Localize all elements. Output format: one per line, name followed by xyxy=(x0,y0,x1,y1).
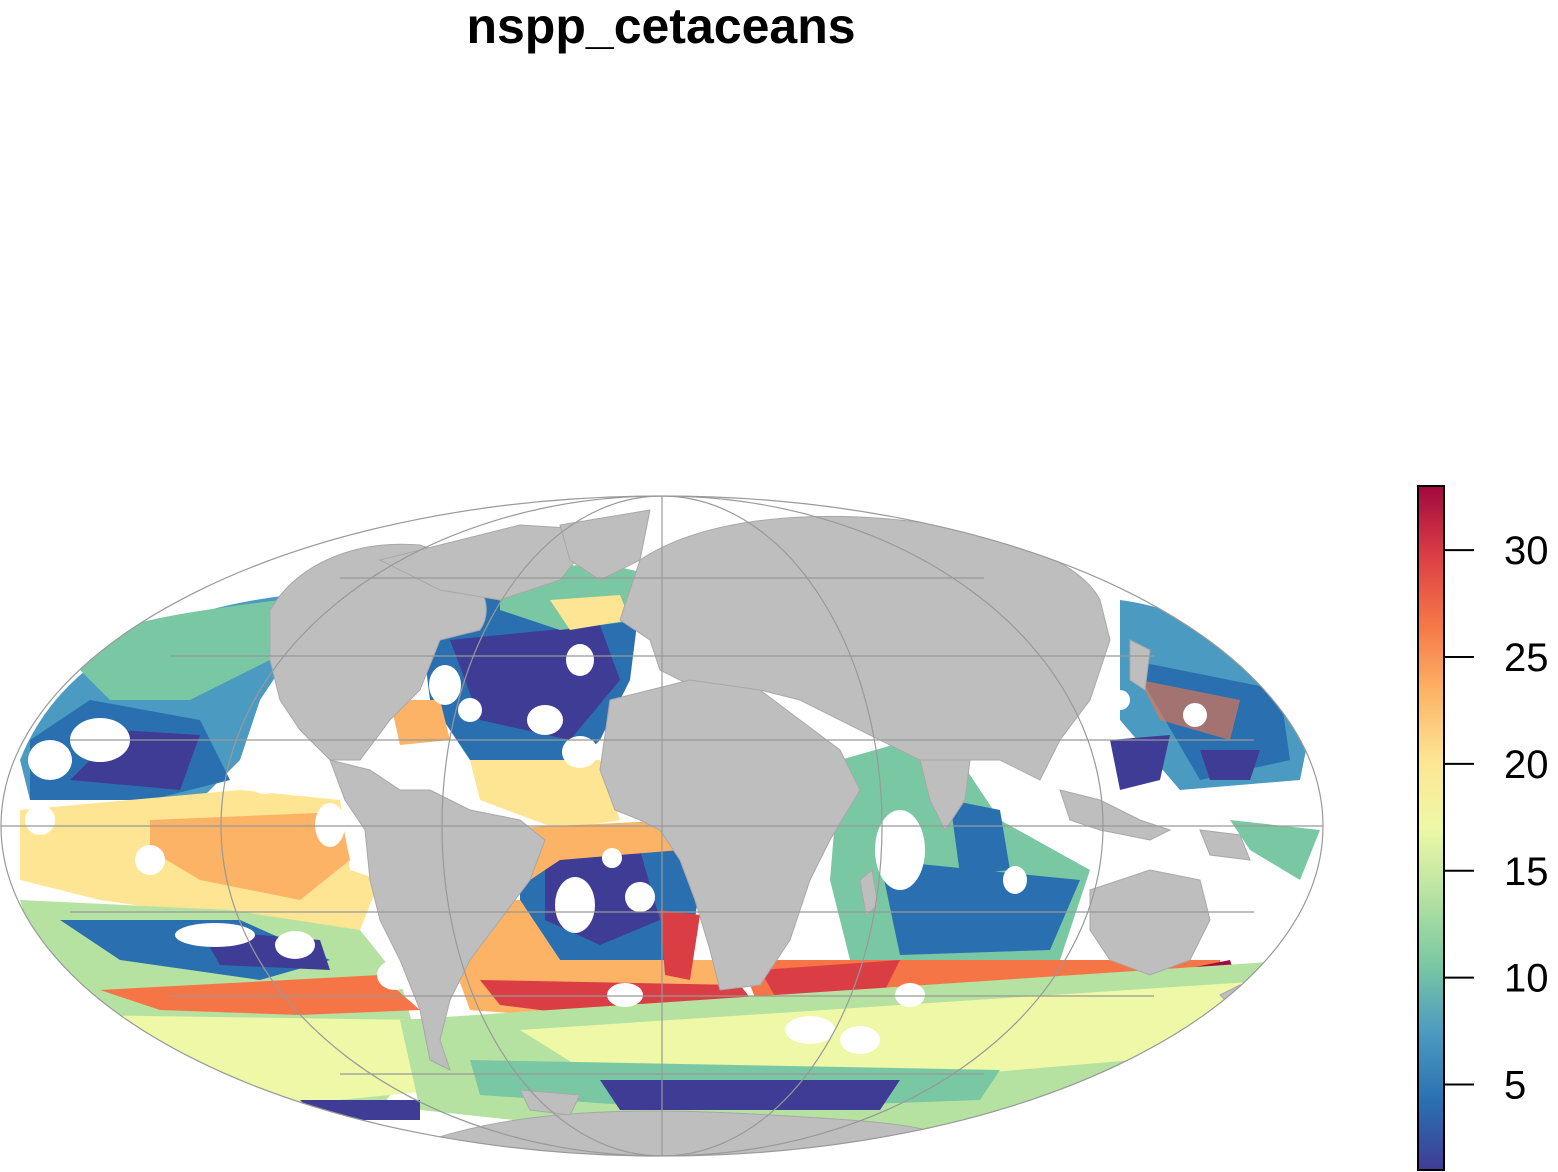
legend-tick-label: 30 xyxy=(1504,529,1549,573)
land-layer xyxy=(269,509,1251,1156)
legend-tick-label: 20 xyxy=(1504,743,1549,787)
color-legend: 5 10 15 20 25 30 xyxy=(1417,485,1549,1171)
land-greenland xyxy=(559,509,651,581)
land-australia xyxy=(1089,869,1211,976)
legend-tick-label: 25 xyxy=(1504,636,1549,680)
ocean-richness-layer xyxy=(20,565,1320,1140)
legend-colorbar xyxy=(1417,485,1445,1171)
legend-tick-label: 15 xyxy=(1504,850,1549,894)
legend-tick-label: 10 xyxy=(1504,957,1549,1001)
graticule xyxy=(1,496,1323,1156)
land-india xyxy=(919,759,971,831)
map-title: nspp_cetaceans xyxy=(466,0,856,54)
globe xyxy=(1,496,1323,1156)
globe-outline xyxy=(0,495,1324,1157)
legend-tick-label: 5 xyxy=(1504,1064,1526,1108)
legend-ticks: 5 10 15 20 25 30 xyxy=(1444,529,1549,1108)
